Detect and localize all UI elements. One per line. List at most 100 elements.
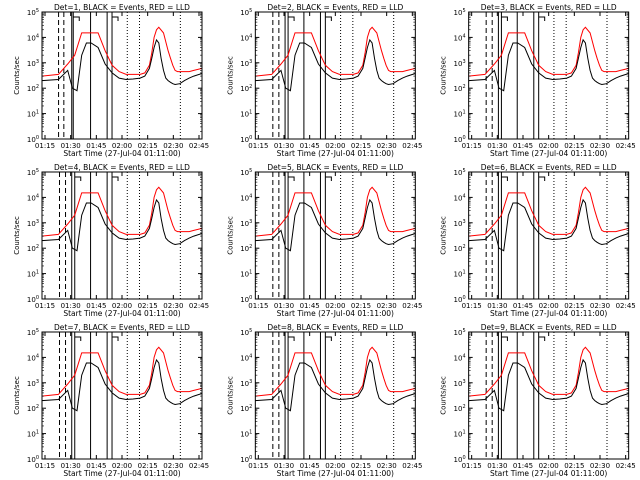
x-tick-label: 01:30: [487, 462, 507, 470]
x-tick-label: 01:45: [86, 462, 106, 470]
x-axis-label: Start Time (27-Jul-04 01:11:00): [277, 149, 394, 158]
y-tick-label: 102: [27, 404, 39, 413]
y-tick-label: 100: [240, 455, 252, 464]
x-tick-label: 01:15: [35, 142, 55, 150]
bracket-marker: [74, 336, 82, 341]
x-tick-label: 01:15: [35, 462, 55, 470]
y-tick-label: 104: [454, 193, 466, 202]
x-tick-label: 02:15: [138, 462, 158, 470]
y-tick-label: 103: [240, 219, 252, 228]
bracket-marker: [538, 16, 546, 21]
bracket-marker: [112, 16, 119, 21]
panel-det-8: 100 101 102 103 104 105 01:15 01:30 01:45 02:00 02…: [226, 323, 422, 478]
x-tick-label: 01:45: [513, 142, 533, 150]
x-tick-label: 02:45: [189, 462, 209, 470]
x-tick-label: 01:30: [274, 302, 294, 310]
y-tick-label: 104: [240, 193, 252, 202]
y-axis-label: Counts/sec: [440, 56, 448, 95]
series-lld-line: [255, 346, 416, 397]
x-tick-label: 02:30: [163, 142, 183, 150]
x-axis-label: Start Time (27-Jul-04 01:11:00): [277, 309, 394, 318]
x-axis-label: Start Time (27-Jul-04 01:11:00): [63, 309, 180, 318]
y-tick-label: 104: [27, 33, 39, 42]
y-tick-label: 102: [27, 84, 39, 93]
series-lld-line: [255, 26, 416, 77]
panel-title: Det=7, BLACK = Events, RED = LLD: [54, 323, 190, 332]
x-tick-label: 02:00: [112, 302, 132, 310]
bracket-marker: [538, 336, 546, 341]
series-events-line: [255, 198, 416, 252]
x-tick-label: 02:00: [325, 142, 345, 150]
y-tick-label: 102: [454, 244, 466, 253]
series-events-line: [468, 358, 629, 412]
x-tick-label: 02:15: [351, 142, 371, 150]
x-tick-label: 02:15: [351, 462, 371, 470]
x-tick-label: 02:15: [138, 142, 158, 150]
y-tick-label: 105: [27, 328, 39, 337]
y-tick-label: 103: [27, 219, 39, 228]
y-tick-label: 105: [27, 168, 39, 177]
y-tick-label: 102: [454, 404, 466, 413]
x-tick-label: 01:15: [35, 302, 55, 310]
series-lld-line: [255, 186, 416, 237]
x-tick-label: 02:15: [564, 302, 584, 310]
bracket-marker: [73, 16, 80, 21]
y-axis-label: Counts/sec: [440, 376, 448, 415]
plot-frame: [41, 11, 203, 140]
y-tick-label: 103: [454, 379, 466, 388]
x-tick-label: 01:45: [513, 302, 533, 310]
bracket-marker: [288, 176, 295, 181]
series-lld-line: [42, 346, 202, 397]
x-tick-label: 01:30: [61, 302, 81, 310]
x-tick-label: 02:45: [616, 462, 636, 470]
y-axis-label: Counts/sec: [226, 376, 234, 415]
panel-det-6: 100 101 102 103 104 105 01:15 01:30 01:45 02:00 02…: [440, 163, 636, 318]
panel-title: Det=1, BLACK = Events, RED = LLD: [54, 3, 190, 12]
marker-lines: [272, 12, 395, 139]
x-tick-label: 01:45: [300, 142, 320, 150]
bracket-marker: [325, 16, 332, 21]
x-tick-label: 02:00: [112, 142, 132, 150]
x-axis-label: Start Time (27-Jul-04 01:11:00): [490, 469, 607, 478]
series-events-line: [255, 38, 416, 92]
x-tick-label: 02:45: [189, 142, 209, 150]
x-tick-label: 01:15: [462, 142, 482, 150]
x-tick-label: 01:45: [86, 302, 106, 310]
panel-title: Det=3, BLACK = Events, RED = LLD: [481, 3, 617, 12]
y-tick-label: 104: [27, 353, 39, 362]
y-tick-label: 100: [27, 455, 39, 464]
bracket-marker: [325, 176, 332, 181]
x-axis-label: Start Time (27-Jul-04 01:11:00): [63, 149, 180, 158]
series-events-line: [42, 38, 202, 92]
y-tick-label: 103: [27, 379, 39, 388]
y-tick-label: 100: [454, 455, 466, 464]
y-tick-label: 102: [240, 404, 252, 413]
y-tick-label: 105: [240, 328, 252, 337]
y-tick-label: 105: [240, 8, 252, 17]
panel-title: Det=9, BLACK = Events, RED = LLD: [481, 323, 617, 332]
panel-title: Det=6, BLACK = Events, RED = LLD: [481, 163, 617, 172]
series-events-line: [42, 198, 202, 252]
y-tick-label: 102: [454, 84, 466, 93]
x-tick-label: 01:15: [248, 142, 268, 150]
series-lld-line: [468, 186, 629, 237]
bracket-marker: [501, 336, 508, 341]
x-tick-label: 01:15: [248, 462, 268, 470]
y-tick-label: 102: [27, 244, 39, 253]
y-tick-label: 100: [27, 295, 39, 304]
y-tick-label: 101: [240, 110, 252, 119]
y-tick-label: 104: [240, 353, 252, 362]
x-tick-label: 01:45: [86, 142, 106, 150]
x-tick-label: 02:15: [351, 302, 371, 310]
x-tick-label: 01:30: [487, 142, 507, 150]
x-tick-label: 01:30: [274, 462, 294, 470]
marker-lines: [59, 172, 181, 299]
bracket-marker: [501, 16, 508, 21]
bracket-marker: [501, 176, 508, 181]
x-tick-label: 02:30: [590, 142, 610, 150]
x-tick-label: 02:00: [539, 142, 559, 150]
x-tick-label: 02:30: [590, 302, 610, 310]
y-tick-label: 101: [27, 110, 39, 119]
x-tick-label: 01:15: [248, 302, 268, 310]
